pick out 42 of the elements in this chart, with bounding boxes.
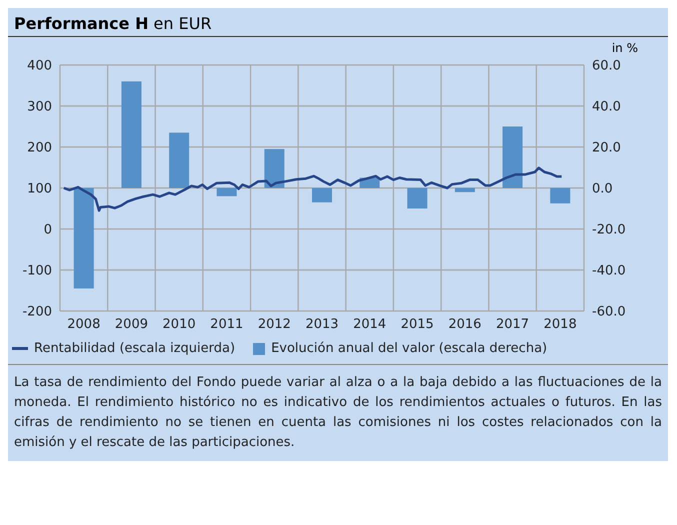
x-tick-label: 2014: [353, 317, 386, 332]
y-tick-label: 400: [27, 58, 52, 74]
line-series: [62, 166, 563, 212]
bar: [169, 132, 190, 188]
y2-tick-label: 20.0: [592, 140, 621, 156]
chart-subtitle: en EUR: [152, 14, 212, 33]
y2-tick-label: 60.0: [592, 58, 621, 74]
y2-tick-label: -60.0: [592, 304, 626, 320]
bar: [550, 188, 570, 204]
x-tick-label: 2010: [162, 317, 196, 332]
y2-tick-label: -40.0: [592, 264, 626, 279]
x-tick-label: 2018: [544, 317, 577, 332]
y2-tick-label: 0.0: [592, 182, 613, 197]
y-tick-label: 200: [27, 140, 52, 156]
x-tick-label: 2012: [258, 317, 291, 332]
bar: [454, 188, 475, 192]
bar: [312, 188, 332, 202]
y-tick-label: 0: [44, 222, 52, 238]
x-tick-label: 2011: [210, 317, 244, 332]
y2-tick-label: -20.0: [592, 222, 626, 238]
y2-axis-title: in %: [612, 41, 638, 55]
chart-title: Performance H: [14, 14, 148, 33]
bar: [216, 188, 237, 196]
legend-label: Evolución anual del valor (escala derecha): [271, 341, 548, 356]
y-tick-label: -200: [22, 304, 52, 320]
bar: [264, 149, 284, 188]
bar: [74, 188, 94, 288]
text: La tasa de rendimiento del Fondo puede variar al alza o a la baja debido a las fluctuaciones de la moneda. El rendimiento histórico no es indicativo de los rendimientos actuales o futuros. En las cifras de rendimiento no se tienen en cuenta las comisiones ni los costes relacionados con la emisión y el rescate de las participaciones.: [14, 374, 662, 452]
bar: [502, 126, 523, 188]
legend-label: Rentabilidad (escala izquierda): [34, 341, 236, 356]
y2-tick-label: 40.0: [592, 100, 621, 115]
x-tick-label: 2016: [448, 317, 482, 332]
y-tick-label: 100: [27, 182, 52, 197]
y-tick-label: -100: [22, 264, 52, 279]
x-tick-label: 2017: [496, 317, 530, 332]
bar: [407, 188, 428, 208]
x-tick-label: 2015: [400, 317, 434, 332]
x-tick-label: 2013: [305, 317, 339, 332]
x-tick-label: 2009: [114, 317, 148, 332]
y-tick-label: 300: [27, 100, 52, 115]
x-tick-label: 2008: [67, 317, 100, 332]
bar: [121, 81, 142, 188]
